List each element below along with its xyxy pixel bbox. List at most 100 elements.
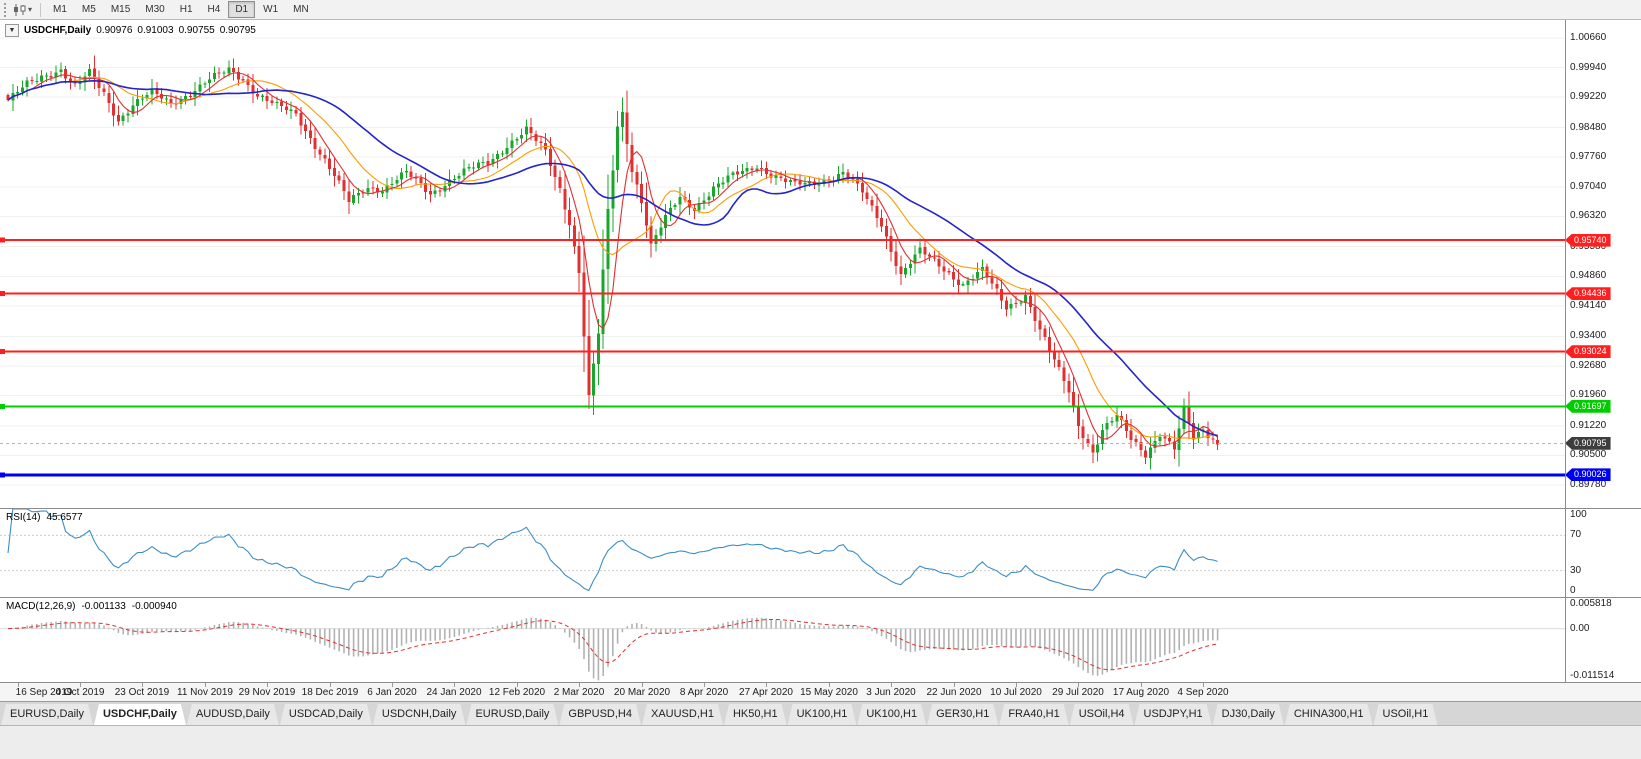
price-chart[interactable] bbox=[0, 20, 1565, 508]
date-tick bbox=[142, 683, 143, 687]
hline-price-tag: 0.93024 bbox=[1565, 345, 1611, 359]
date-tick bbox=[704, 683, 705, 687]
chart-tab-hk50-h1[interactable]: HK50,H1 bbox=[724, 704, 787, 725]
axis-tick-label: 0.94860 bbox=[1570, 270, 1607, 282]
chart-tab-gbpusd-h4[interactable]: GBPUSD,H4 bbox=[559, 704, 641, 725]
date-label: 24 Jan 2020 bbox=[426, 687, 482, 698]
timeframe-button-m1[interactable]: M1 bbox=[53, 4, 67, 15]
macd-indicator-panel[interactable] bbox=[0, 598, 1565, 682]
toolbar-grip[interactable] bbox=[4, 2, 8, 17]
panel-splitter[interactable] bbox=[0, 508, 1641, 509]
chart-tab-usoil-h1[interactable]: USOil,H1 bbox=[1374, 704, 1438, 725]
chart-tab-dj30-daily[interactable]: DJ30,Daily bbox=[1213, 704, 1284, 725]
timeframe-button-mn[interactable]: MN bbox=[293, 4, 309, 15]
date-label: 3 Jun 2020 bbox=[866, 687, 916, 698]
chart-tab-usdcad-daily[interactable]: USDCAD,Daily bbox=[280, 704, 372, 725]
axis-tick-label: 0.97040 bbox=[1570, 180, 1607, 192]
date-label: 15 May 2020 bbox=[800, 687, 858, 698]
chart-tab-usdchf-daily[interactable]: USDCHF,Daily bbox=[94, 704, 186, 725]
date-label: 4 Sep 2020 bbox=[1177, 687, 1229, 698]
chart-tab-eurusd-daily[interactable]: EURUSD,Daily bbox=[1, 704, 93, 725]
chart-tab-ger30-h1[interactable]: GER30,H1 bbox=[927, 704, 998, 725]
macd-label: MACD(12,26,9) -0.001133 -0.000940 bbox=[6, 601, 177, 612]
date-tick bbox=[18, 683, 19, 687]
axis-tick-label: 1.00660 bbox=[1570, 32, 1607, 44]
timeframe-button-m15[interactable]: M15 bbox=[110, 4, 131, 15]
axis-tick-label: 0.96320 bbox=[1570, 210, 1607, 222]
axis-tick-label: 0.99940 bbox=[1570, 61, 1607, 73]
macd-signal-value: -0.000940 bbox=[131, 601, 177, 612]
date-tick bbox=[954, 683, 955, 687]
date-label: 29 Nov 2019 bbox=[238, 687, 296, 698]
collapse-arrow-icon: ▼ bbox=[8, 27, 16, 34]
rsi-value: 45.6577 bbox=[46, 512, 83, 523]
panel-splitter[interactable] bbox=[0, 682, 1641, 683]
date-tick bbox=[392, 683, 393, 687]
rsi-indicator-panel[interactable] bbox=[0, 509, 1565, 597]
axis-tick-label: 30 bbox=[1570, 564, 1582, 576]
timeframe-toolbar: ▾ M1 M5 M15 M30 H1 H4 D1 W1 MN bbox=[0, 0, 1641, 20]
date-tick bbox=[1141, 683, 1142, 687]
date-label: 12 Feb 2020 bbox=[488, 687, 546, 698]
date-tick bbox=[766, 683, 767, 687]
timeframe-button-m5[interactable]: M5 bbox=[81, 4, 96, 15]
chart-type-icon[interactable] bbox=[12, 3, 28, 17]
macd-name: MACD(12,26,9) bbox=[6, 601, 76, 612]
timeframe-button-h1[interactable]: H1 bbox=[179, 4, 193, 15]
date-label: 2 Mar 2020 bbox=[553, 687, 605, 698]
timeframe-button-d1[interactable]: D1 bbox=[228, 1, 256, 18]
axis-tick-label: -0.011514 bbox=[1570, 670, 1615, 681]
axis-tick-label: 0.91220 bbox=[1570, 419, 1607, 431]
macd-value: -0.001133 bbox=[81, 601, 126, 612]
axis-tick-label: 0.89780 bbox=[1570, 478, 1607, 490]
axis-separator bbox=[1565, 20, 1566, 683]
date-label: 11 Nov 2019 bbox=[177, 687, 233, 698]
date-label: 17 Aug 2020 bbox=[1112, 687, 1170, 698]
status-bar bbox=[0, 725, 1641, 759]
chart-tab-audusd-daily[interactable]: AUDUSD,Daily bbox=[187, 704, 279, 725]
axis-tick-label: 0.005818 bbox=[1570, 598, 1612, 609]
timeframe-buttons: M1 M5 M15 M30 H1 H4 D1 W1 MN bbox=[46, 1, 317, 18]
date-tick bbox=[330, 683, 331, 687]
axis-tick-label: 0.94140 bbox=[1570, 299, 1607, 311]
hline-price-tag: 0.94436 bbox=[1565, 287, 1611, 301]
date-tick bbox=[454, 683, 455, 687]
date-axis[interactable]: 16 Sep 2019 4 Oct 2019 23 Oct 2019 11 Nov 2… bbox=[0, 683, 1641, 701]
axis-tick-label: 0.00 bbox=[1570, 622, 1590, 634]
chart-tab-eurusd-daily[interactable]: EURUSD,Daily bbox=[466, 704, 558, 725]
chart-tab-usoil-h4[interactable]: USOil,H4 bbox=[1070, 704, 1134, 725]
date-label: 10 Jul 2020 bbox=[990, 687, 1042, 698]
chart-tab-xauusd-h1[interactable]: XAUUSD,H1 bbox=[642, 704, 723, 725]
chart-tab-usdcnh-daily[interactable]: USDCNH,Daily bbox=[373, 704, 466, 725]
dropdown-caret-icon[interactable]: ▾ bbox=[28, 5, 33, 14]
hline-price-tag: 0.91697 bbox=[1565, 399, 1611, 413]
chart-title: ▼ USDCHF,Daily 0.90976 0.91003 0.90755 0… bbox=[5, 24, 256, 37]
date-label: 4 Oct 2019 bbox=[55, 687, 105, 698]
date-tick bbox=[80, 683, 81, 687]
ohlc-high: 0.91003 bbox=[137, 25, 174, 36]
chart-tab-usdjpy-h1[interactable]: USDJPY,H1 bbox=[1135, 704, 1212, 725]
chart-tab-china300-h1[interactable]: CHINA300,H1 bbox=[1285, 704, 1373, 725]
current-price-tag: 0.90795 bbox=[1565, 436, 1611, 450]
date-tick bbox=[1016, 683, 1017, 687]
collapse-button[interactable]: ▼ bbox=[5, 24, 19, 37]
date-tick bbox=[1078, 683, 1079, 687]
date-label: 29 Jul 2020 bbox=[1052, 687, 1104, 698]
date-label: 20 Mar 2020 bbox=[613, 687, 671, 698]
axis-tick-label: 0.93400 bbox=[1570, 330, 1607, 342]
axis-tick-label: 0.92680 bbox=[1570, 359, 1607, 371]
chart-tab-uk100-h1[interactable]: UK100,H1 bbox=[857, 704, 926, 725]
toolbar-separator bbox=[40, 2, 42, 17]
chart-tab-fra40-h1[interactable]: FRA40,H1 bbox=[999, 704, 1068, 725]
timeframe-button-h4[interactable]: H4 bbox=[207, 4, 221, 15]
axis-tick-label: 70 bbox=[1570, 529, 1582, 541]
date-label: 6 Jan 2020 bbox=[367, 687, 417, 698]
timeframe-button-w1[interactable]: W1 bbox=[263, 4, 279, 15]
panel-splitter[interactable] bbox=[0, 597, 1641, 598]
date-label: 18 Dec 2019 bbox=[301, 687, 359, 698]
chart-tab-uk100-h1[interactable]: UK100,H1 bbox=[788, 704, 857, 725]
axis-tick-label: 0.90500 bbox=[1570, 449, 1607, 461]
timeframe-button-m30[interactable]: M30 bbox=[145, 4, 165, 15]
axis-tick-label: 0.91960 bbox=[1570, 389, 1607, 401]
